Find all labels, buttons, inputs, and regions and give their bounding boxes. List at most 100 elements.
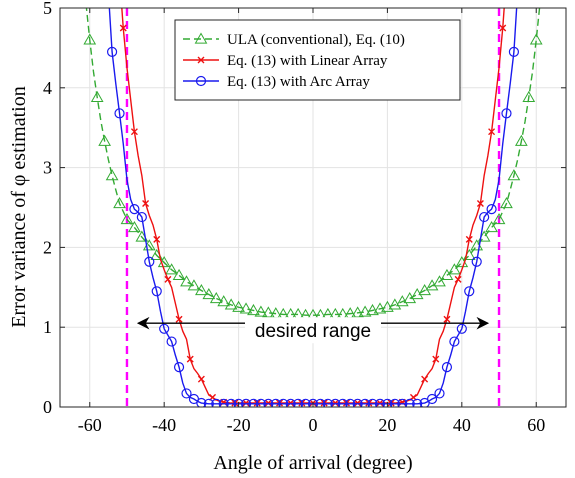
data-point xyxy=(404,398,415,407)
data-point xyxy=(454,275,462,283)
data-point xyxy=(476,200,484,208)
data-point xyxy=(365,399,373,407)
data-point xyxy=(264,399,272,407)
data-point xyxy=(426,393,438,405)
data-point xyxy=(120,212,134,225)
data-point xyxy=(492,212,506,225)
data-point xyxy=(443,315,451,323)
data-point xyxy=(358,305,372,317)
data-point xyxy=(233,398,244,407)
data-point xyxy=(254,305,268,317)
data-point xyxy=(263,398,274,407)
data-point xyxy=(217,295,231,307)
y-tick-label: 4 xyxy=(43,78,52,98)
desired-range-boundaries xyxy=(125,8,501,407)
data-point xyxy=(240,398,252,407)
data-point xyxy=(202,287,216,300)
data-point xyxy=(354,399,362,407)
data-point xyxy=(488,128,496,136)
data-point xyxy=(196,397,207,407)
data-point xyxy=(351,306,365,318)
data-point xyxy=(226,398,237,407)
data-point xyxy=(128,220,141,233)
data-point xyxy=(253,399,261,407)
data-point xyxy=(485,220,498,233)
data-point xyxy=(397,398,408,407)
data-point xyxy=(287,399,295,407)
data-point xyxy=(98,134,112,146)
data-point xyxy=(471,256,482,267)
data-point xyxy=(479,211,490,223)
x-tick-label: -20 xyxy=(227,415,251,435)
annotation-background xyxy=(245,317,381,344)
data-point xyxy=(522,90,536,103)
data-point xyxy=(106,46,118,57)
data-point xyxy=(376,399,384,407)
data-point xyxy=(173,362,185,373)
y-tick-label: 5 xyxy=(43,0,52,18)
data-point xyxy=(231,399,239,407)
data-point xyxy=(136,211,147,223)
data-point xyxy=(181,388,192,399)
data-point xyxy=(186,355,194,363)
data-point xyxy=(218,398,229,407)
data-point xyxy=(172,268,186,280)
data-point xyxy=(433,275,446,287)
legend-label: Eq. (13) with Arc Array xyxy=(227,74,370,90)
data-point xyxy=(113,197,126,209)
data-point xyxy=(464,286,475,297)
data-point xyxy=(315,398,326,407)
series-line xyxy=(85,8,541,316)
data-point xyxy=(298,399,306,407)
data-point xyxy=(373,302,387,314)
legend-swatch-marker xyxy=(194,32,208,44)
data-point xyxy=(255,398,267,407)
data-point xyxy=(456,323,467,334)
legend: ULA (conventional), Eq. (10) Eq. (13) wit… xyxy=(174,19,461,101)
y-tick-label: 2 xyxy=(43,237,52,257)
data-point xyxy=(322,398,333,407)
data-point xyxy=(507,169,521,181)
data-point xyxy=(307,398,319,407)
data-point xyxy=(374,398,386,407)
data-point xyxy=(270,398,281,407)
x-tick-label: -60 xyxy=(78,415,102,435)
data-point xyxy=(320,399,328,407)
data-point xyxy=(90,90,104,103)
data-point xyxy=(239,302,253,314)
data-point xyxy=(261,306,275,318)
data-point xyxy=(197,375,205,383)
y-tick-label: 0 xyxy=(43,397,52,417)
data-point xyxy=(164,275,172,283)
y-tick-label: 1 xyxy=(43,317,52,337)
data-point xyxy=(166,336,177,347)
data-point xyxy=(499,24,507,32)
x-axis-label: Angle of arrival (degree) xyxy=(213,452,412,474)
data-point xyxy=(337,398,348,407)
x-tick-label: 0 xyxy=(309,415,318,435)
legend-swatch-marker xyxy=(195,75,207,87)
data-point xyxy=(203,398,214,407)
data-point xyxy=(285,398,296,407)
data-point xyxy=(300,398,311,407)
data-point xyxy=(448,263,461,275)
legend-label: Eq. (13) with Linear Array xyxy=(227,53,388,69)
data-point xyxy=(366,303,379,316)
data-point xyxy=(412,398,423,407)
data-point xyxy=(114,108,125,119)
data-point xyxy=(352,398,363,407)
data-point xyxy=(449,336,460,347)
data-point xyxy=(345,398,356,407)
data-point xyxy=(441,362,453,373)
data-point xyxy=(421,375,429,383)
data-point xyxy=(276,399,284,407)
data-point xyxy=(500,197,513,209)
data-point xyxy=(165,263,178,275)
data-point xyxy=(144,256,155,267)
data-point xyxy=(359,398,371,407)
x-tick-label: 20 xyxy=(378,415,396,435)
data-point xyxy=(389,398,400,407)
x-tick-label: 60 xyxy=(527,415,545,435)
data-point xyxy=(382,398,393,407)
